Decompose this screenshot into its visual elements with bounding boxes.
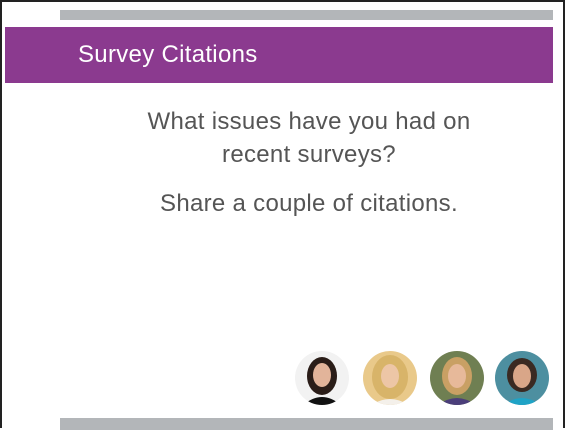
bottom-bar (60, 418, 553, 430)
slide-title: Survey Citations (78, 41, 258, 69)
avatar (494, 350, 550, 406)
prompt: Share a couple of citations. (62, 190, 556, 218)
slide: Survey Citations What issues have you ha… (0, 0, 565, 428)
avatar (362, 350, 418, 406)
avatar (429, 350, 485, 406)
title-band: Survey Citations (5, 27, 553, 83)
top-bar (60, 10, 553, 20)
question-line: recent surveys? (62, 141, 556, 169)
question-line: What issues have you had on (62, 108, 556, 136)
avatar (294, 350, 350, 406)
